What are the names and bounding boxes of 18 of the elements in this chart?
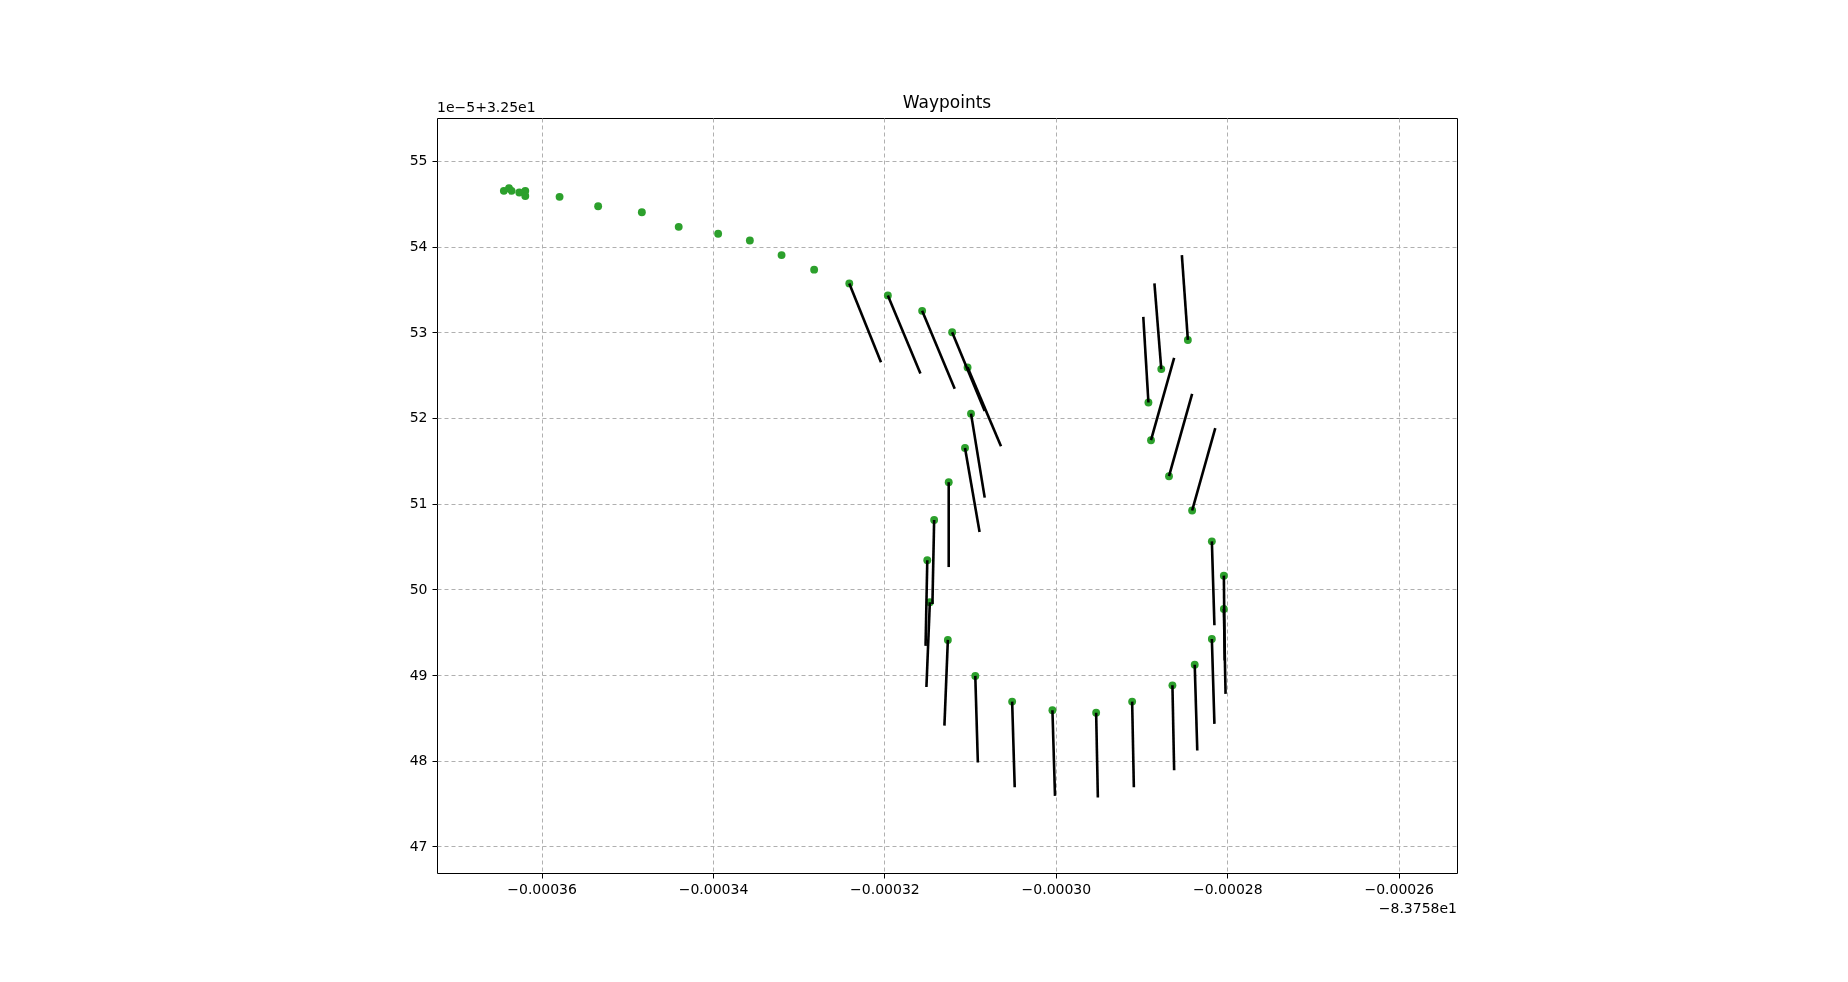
text: −8.3758e1 (1378, 900, 1457, 916)
text: 1e−5+3.25e1 (437, 99, 536, 115)
y-tick-label: 51 (409, 495, 428, 512)
y-tick-label: 49 (409, 666, 428, 683)
y-tick-label: 52 (409, 409, 428, 426)
x-tick-label: −0.00032 (850, 880, 920, 897)
y-tick-label: 50 (409, 580, 428, 597)
x-tick-label: −0.00034 (678, 880, 749, 897)
x-tick-label: −0.00030 (1021, 880, 1092, 897)
chart-title: Waypoints (902, 92, 992, 112)
x-tick-label: −0.00036 (507, 880, 577, 897)
y-tick-label: 53 (409, 323, 428, 340)
y-tick-label: 55 (409, 152, 428, 169)
y-tick-label: 54 (409, 238, 428, 255)
y-tick-label: 48 (409, 752, 428, 769)
y-tick-label: 47 (409, 837, 428, 854)
x-tick-label: −0.00028 (1192, 880, 1263, 897)
x-tick-label: −0.00026 (1364, 880, 1435, 897)
